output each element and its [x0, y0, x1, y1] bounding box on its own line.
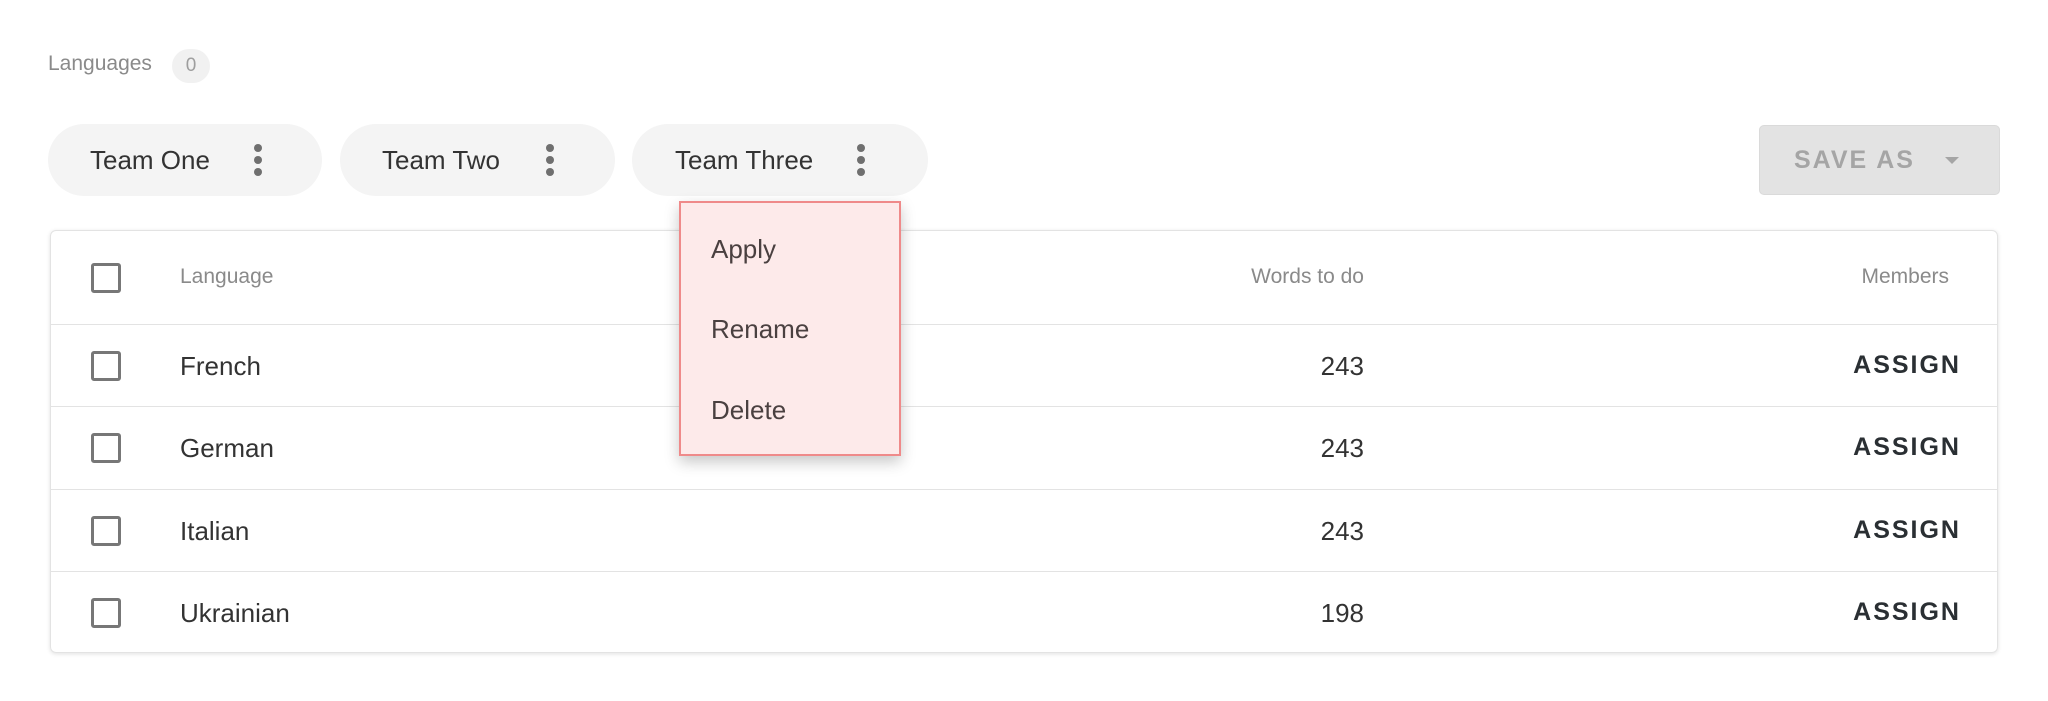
languages-table: Language Words to do Members French 243 … [50, 230, 1998, 653]
table-row: French 243 ASSIGN [51, 325, 1997, 407]
language-cell: German [180, 433, 274, 463]
assign-button[interactable]: ASSIGN [1853, 351, 1961, 379]
language-cell: Italian [180, 516, 250, 546]
table-row: Ukrainian 198 ASSIGN [51, 572, 1997, 652]
assign-button[interactable]: ASSIGN [1853, 433, 1961, 461]
select-all-checkbox[interactable] [91, 263, 121, 293]
menu-item-delete[interactable]: Delete [711, 395, 787, 425]
team-chip-one[interactable]: Team One [48, 124, 322, 196]
table-row: German 243 ASSIGN [51, 407, 1997, 490]
save-as-button[interactable]: SAVE AS [1759, 125, 2000, 195]
more-vert-icon[interactable] [538, 144, 562, 176]
table-row: Italian 243 ASSIGN [51, 490, 1997, 572]
languages-count-badge: 0 [172, 49, 210, 83]
languages-title: Languages [48, 52, 152, 75]
caret-down-icon [1944, 156, 1959, 164]
team-chip-two[interactable]: Team Two [340, 124, 615, 196]
team-chip-label: Team Two [382, 144, 501, 175]
team-chip-label: Team Three [675, 144, 814, 175]
language-cell: French [180, 351, 261, 381]
team-context-menu: Apply Rename Delete [679, 201, 901, 456]
save-as-label: SAVE AS [1794, 145, 1915, 174]
column-header-language: Language [180, 265, 274, 288]
more-vert-icon[interactable] [246, 144, 270, 176]
words-cell: 243 [1320, 351, 1364, 381]
words-cell: 198 [1320, 598, 1364, 628]
menu-item-rename[interactable]: Rename [711, 314, 810, 344]
words-cell: 243 [1320, 433, 1364, 463]
row-checkbox[interactable] [91, 351, 121, 381]
menu-item-apply[interactable]: Apply [711, 234, 777, 264]
table-header: Language Words to do Members [51, 231, 1997, 325]
row-checkbox[interactable] [91, 598, 121, 628]
row-checkbox[interactable] [91, 433, 121, 463]
more-vert-icon[interactable] [849, 144, 873, 176]
language-cell: Ukrainian [180, 598, 290, 628]
words-cell: 243 [1320, 516, 1364, 546]
team-chip-three[interactable]: Team Three [632, 124, 928, 196]
team-chip-label: Team One [90, 144, 210, 175]
assign-button[interactable]: ASSIGN [1853, 516, 1961, 544]
assign-button[interactable]: ASSIGN [1853, 598, 1961, 626]
column-header-members: Members [1861, 265, 1949, 288]
column-header-words: Words to do [1251, 265, 1364, 288]
row-checkbox[interactable] [91, 516, 121, 546]
